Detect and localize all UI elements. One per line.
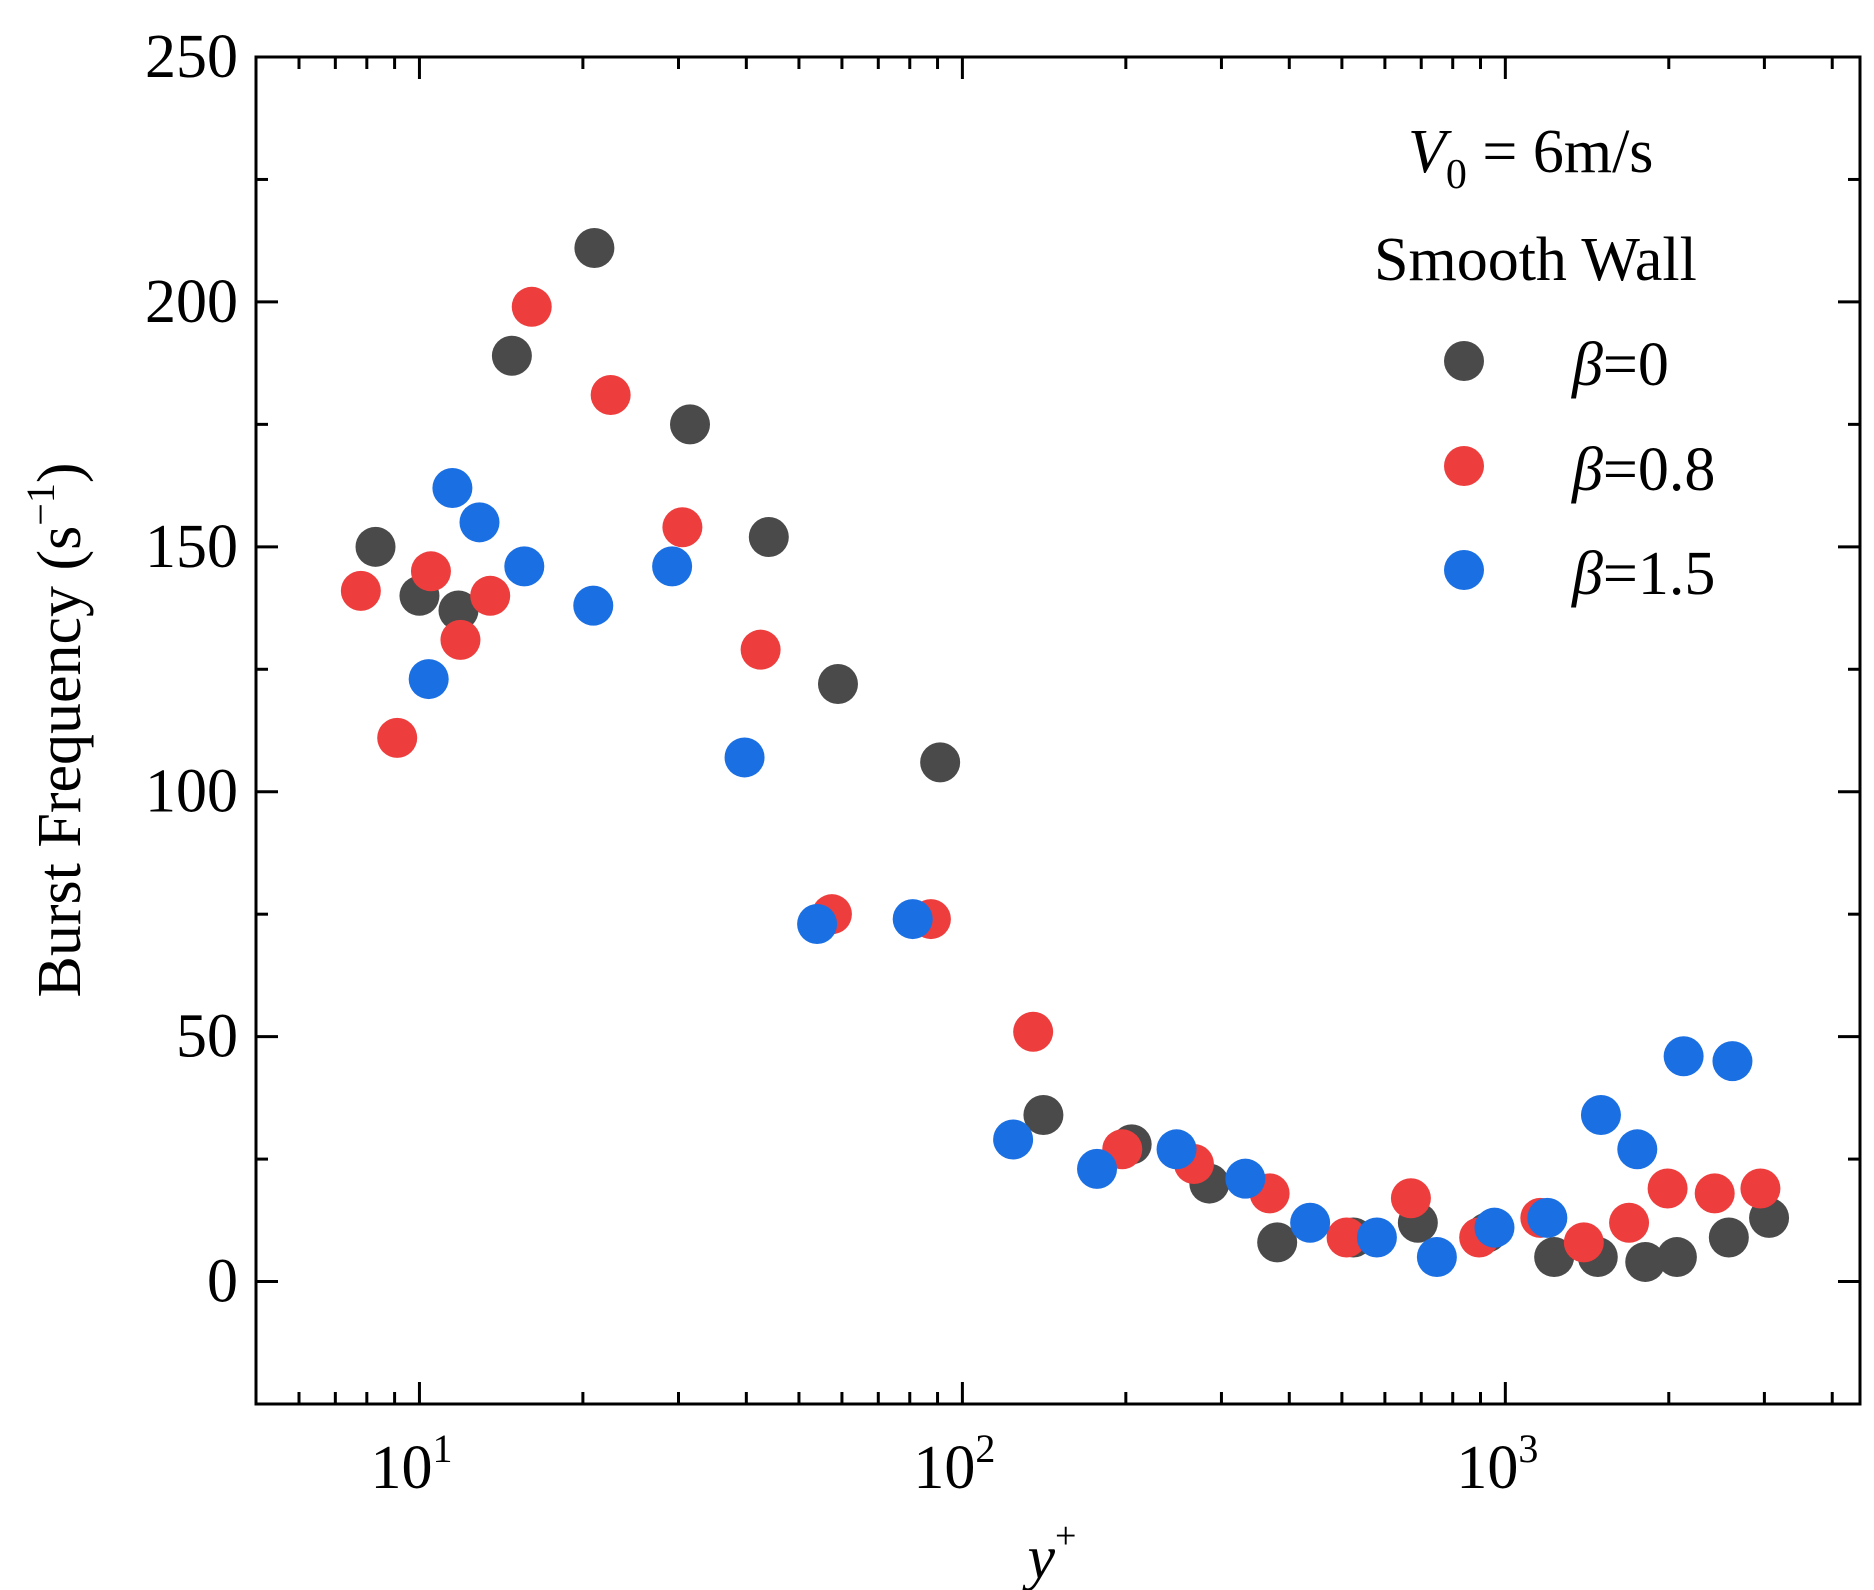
data-point-series-1 <box>1563 1222 1604 1263</box>
data-point-series-2 <box>1663 1036 1704 1077</box>
plot-frame <box>254 55 1862 1406</box>
data-point-series-1 <box>1647 1168 1688 1209</box>
data-point-series-0 <box>1023 1095 1064 1136</box>
data-point-series-1 <box>1609 1202 1650 1243</box>
data-point-series-1 <box>1326 1217 1367 1258</box>
x-axis-label: y+ <box>1022 1515 1077 1590</box>
y-axis-label: Burst Frequency (s−1) <box>18 462 94 997</box>
data-point-series-0 <box>491 335 532 376</box>
data-point-series-2 <box>1580 1095 1621 1136</box>
data-point-series-2 <box>408 659 449 700</box>
data-point-series-2 <box>1617 1129 1658 1170</box>
data-point-series-0 <box>574 228 615 269</box>
data-point-series-0 <box>1534 1237 1575 1278</box>
velocity-sub: 0 <box>1446 152 1467 198</box>
data-point-series-0 <box>438 590 479 631</box>
data-point-series-2 <box>724 737 765 778</box>
data-point-series-2 <box>1474 1207 1515 1248</box>
velocity-symbol: V <box>1408 118 1452 186</box>
data-point-series-0 <box>1257 1222 1298 1263</box>
velocity-value: = 6m/s <box>1467 118 1654 186</box>
data-point-series-2 <box>504 546 545 587</box>
y-tick-label: 150 <box>145 513 238 581</box>
x-tick-label: 101 <box>370 1426 452 1502</box>
data-point-series-2 <box>652 546 693 587</box>
y-tick-label: 0 <box>207 1248 238 1316</box>
data-point-series-0 <box>1708 1217 1749 1258</box>
wall-annotation: Smooth Wall <box>1374 226 1697 294</box>
data-point-series-1 <box>1740 1168 1781 1209</box>
data-points <box>340 228 1790 1282</box>
data-point-series-0 <box>748 517 789 558</box>
x-tick-labels: 101 102 103 <box>370 1426 1538 1502</box>
data-point-series-2 <box>1290 1202 1331 1243</box>
y-tick-label: 50 <box>176 1003 238 1071</box>
data-point-series-2 <box>892 899 933 940</box>
data-point-series-2 <box>1156 1129 1197 1170</box>
data-point-series-2 <box>1225 1158 1266 1199</box>
data-point-series-0 <box>355 526 396 567</box>
data-point-series-1 <box>340 570 381 611</box>
data-point-series-1 <box>440 619 481 660</box>
data-point-series-1 <box>590 374 631 415</box>
y-tick-label: 200 <box>145 268 238 336</box>
velocity-annotation: V0 = 6m/s <box>1408 118 1653 198</box>
y-label-close: ) <box>26 462 94 483</box>
data-point-series-0 <box>1625 1241 1666 1282</box>
data-point-series-2 <box>1077 1148 1118 1189</box>
data-point-series-2 <box>1712 1041 1753 1082</box>
data-point-series-1 <box>662 507 703 548</box>
data-point-series-2 <box>993 1119 1034 1160</box>
data-point-series-2 <box>573 585 614 626</box>
legend: β=0 β=0.8 β=1.5 <box>1444 331 1715 608</box>
data-point-series-2 <box>797 903 838 944</box>
legend-label-beta-0.8: β=0.8 <box>1571 436 1715 504</box>
data-point-series-0 <box>1656 1237 1697 1278</box>
data-point-series-2 <box>432 468 473 509</box>
data-point-series-2 <box>1527 1197 1568 1238</box>
data-point-series-1 <box>377 717 418 758</box>
data-point-series-1 <box>1013 1011 1054 1052</box>
y-label-main: Burst Frequency (s <box>26 526 94 998</box>
y-tick-labels: 0 50 100 150 200 250 <box>145 23 238 1316</box>
x-label-sup: + <box>1055 1515 1076 1557</box>
data-point-series-1 <box>511 286 552 327</box>
legend-marker-beta-0.8 <box>1444 446 1484 486</box>
data-point-series-0 <box>670 404 711 445</box>
axis-ticks <box>254 55 1860 1406</box>
y-tick-label: 100 <box>145 758 238 826</box>
data-point-series-2 <box>1416 1237 1457 1278</box>
data-point-series-1 <box>740 629 781 670</box>
data-point-series-2 <box>1356 1217 1397 1258</box>
x-label-base: y <box>1022 1524 1056 1590</box>
legend-marker-beta-1.5 <box>1444 550 1484 590</box>
x-tick-label: 102 <box>913 1426 995 1502</box>
data-point-series-2 <box>459 502 500 543</box>
y-tick-label: 250 <box>145 23 238 91</box>
legend-label-beta-0: β=0 <box>1571 331 1669 399</box>
y-label-sup: −1 <box>18 483 63 526</box>
x-tick-label: 103 <box>1456 1426 1538 1502</box>
data-point-series-1 <box>1390 1178 1431 1219</box>
data-point-series-1 <box>410 551 451 592</box>
data-point-series-1 <box>470 575 511 616</box>
legend-label-beta-1.5: β=1.5 <box>1571 540 1715 608</box>
legend-marker-beta-0 <box>1444 341 1484 381</box>
data-point-series-1 <box>1694 1173 1735 1214</box>
data-point-series-0 <box>920 742 961 783</box>
data-point-series-0 <box>817 663 858 704</box>
